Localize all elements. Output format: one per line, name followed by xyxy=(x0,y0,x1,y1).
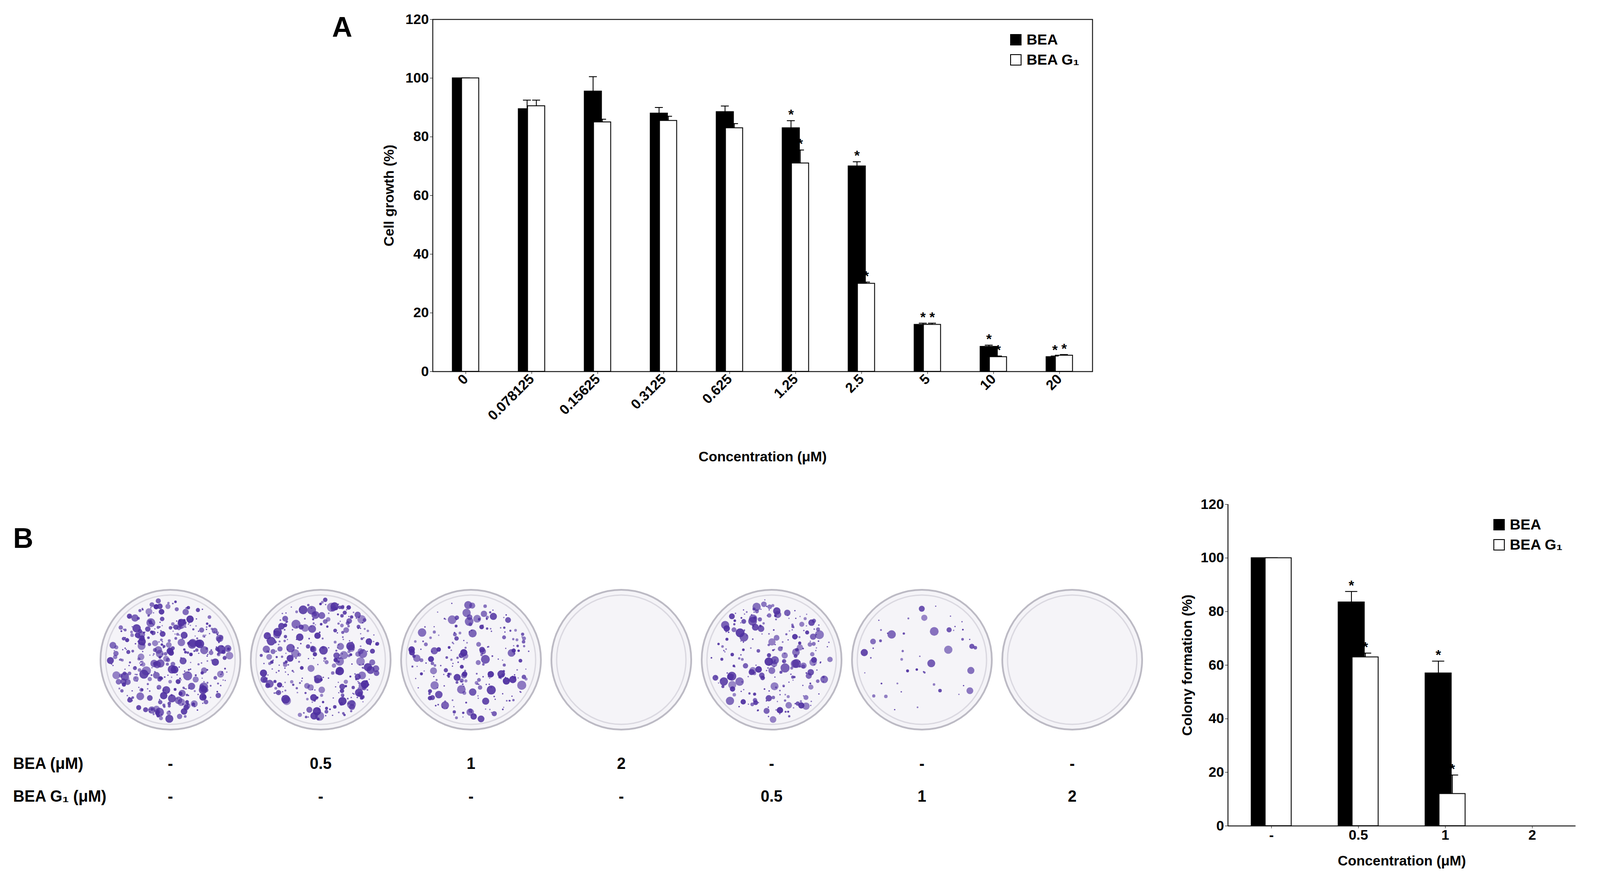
svg-text:80: 80 xyxy=(413,128,430,145)
svg-text:100: 100 xyxy=(1200,549,1224,566)
svg-text:0.3125: 0.3125 xyxy=(627,370,670,413)
svg-text:*: * xyxy=(920,309,926,326)
svg-text:*: * xyxy=(986,331,992,347)
svg-text:0.625: 0.625 xyxy=(699,370,735,407)
svg-text:-: - xyxy=(618,787,624,806)
svg-text:-: - xyxy=(1069,754,1075,773)
svg-text:2: 2 xyxy=(1528,827,1537,843)
html-text:BEA G₁: BEA G₁ xyxy=(1509,536,1563,553)
svg-text:*: * xyxy=(1449,761,1456,777)
svg-text:120: 120 xyxy=(1200,496,1224,513)
svg-text:*: * xyxy=(797,135,804,152)
svg-text:60: 60 xyxy=(413,187,430,204)
svg-text:BEA G₁ (μM): BEA G₁ (μM) xyxy=(13,787,107,806)
svg-text:*: * xyxy=(929,309,936,326)
svg-text:0.5: 0.5 xyxy=(309,754,332,773)
svg-text:*: * xyxy=(1362,639,1369,655)
svg-text:-: - xyxy=(768,754,775,773)
svg-text:0: 0 xyxy=(1216,817,1225,834)
svg-text:-: - xyxy=(1269,827,1275,843)
svg-text:Concentration (μM): Concentration (μM) xyxy=(1337,852,1466,869)
svg-text:*: * xyxy=(788,106,794,123)
svg-text:0.15625: 0.15625 xyxy=(556,370,603,418)
svg-text:BEA (μM): BEA (μM) xyxy=(13,754,84,773)
svg-text:80: 80 xyxy=(1208,603,1225,620)
svg-text:-: - xyxy=(318,787,324,806)
svg-text:0: 0 xyxy=(454,370,471,388)
svg-text:*: * xyxy=(995,342,1001,358)
svg-text:20: 20 xyxy=(1208,764,1225,780)
svg-text:20: 20 xyxy=(413,304,430,321)
svg-text:5: 5 xyxy=(916,370,933,388)
svg-text:-: - xyxy=(468,787,474,806)
svg-text:120: 120 xyxy=(405,11,429,28)
svg-text:0: 0 xyxy=(421,363,430,380)
svg-text:10: 10 xyxy=(976,370,1000,394)
svg-text:100: 100 xyxy=(405,69,429,86)
svg-text:Concentration (μM): Concentration (μM) xyxy=(698,448,827,465)
svg-text:*: * xyxy=(1061,340,1067,357)
svg-text:1: 1 xyxy=(466,754,476,773)
svg-text:*: * xyxy=(863,268,870,284)
svg-text:40: 40 xyxy=(413,245,430,262)
svg-text:20: 20 xyxy=(1042,370,1066,394)
html-text:A: A xyxy=(332,11,353,43)
html-text:BEA: BEA xyxy=(1026,31,1058,48)
svg-text:1: 1 xyxy=(917,787,927,806)
svg-text:2.5: 2.5 xyxy=(841,370,867,396)
svg-text:Colony formation (%): Colony formation (%) xyxy=(1179,594,1195,737)
svg-text:0.5: 0.5 xyxy=(1348,827,1368,843)
svg-text:Cell growth (%): Cell growth (%) xyxy=(380,144,397,247)
svg-text:2: 2 xyxy=(1067,787,1077,806)
svg-text:0.078125: 0.078125 xyxy=(484,370,537,424)
svg-text:*: * xyxy=(854,147,860,164)
svg-text:*: * xyxy=(1348,577,1355,594)
svg-text:1.25: 1.25 xyxy=(770,370,801,402)
svg-text:0.5: 0.5 xyxy=(760,787,783,806)
html-text:BEA: BEA xyxy=(1509,516,1542,533)
svg-text:60: 60 xyxy=(1208,657,1225,673)
svg-text:2: 2 xyxy=(616,754,626,773)
svg-text:*: * xyxy=(1435,647,1442,663)
svg-text:-: - xyxy=(167,754,174,773)
html-text:BEA G₁: BEA G₁ xyxy=(1026,51,1080,68)
html-text:B: B xyxy=(13,522,34,555)
svg-text:*: * xyxy=(1052,342,1058,358)
svg-text:-: - xyxy=(919,754,925,773)
svg-text:-: - xyxy=(167,787,174,806)
svg-text:40: 40 xyxy=(1208,710,1225,727)
svg-text:1: 1 xyxy=(1441,827,1450,843)
